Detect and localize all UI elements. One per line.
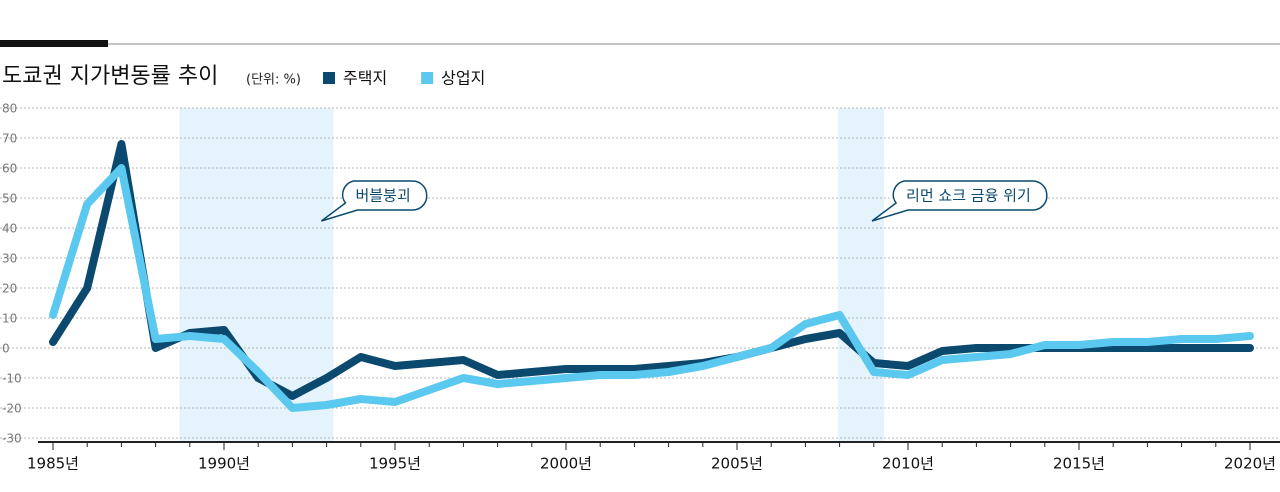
y-tick-label: 50 — [2, 192, 17, 206]
unit-label: (단위: %) — [246, 73, 301, 88]
callout-label: 버블붕괴 — [355, 187, 410, 205]
legend-label: 주택지 — [343, 69, 387, 88]
highlight-band — [837, 108, 885, 442]
x-tick-label: 2020년 — [1224, 455, 1276, 473]
x-tick-label: 2005년 — [711, 455, 763, 473]
callout-box — [320, 180, 428, 222]
x-tick-label: 2000년 — [540, 455, 592, 473]
y-tick-label: 80 — [2, 102, 17, 116]
x-tick-label: 1990년 — [198, 455, 250, 473]
highlight-band — [179, 108, 334, 442]
legend: 주택지 상업지 — [323, 69, 485, 88]
y-tick-label: 0 — [2, 342, 10, 356]
y-tick-label: 70 — [2, 132, 17, 146]
legend-swatch — [323, 72, 335, 84]
y-tick-label: -30 — [2, 432, 22, 446]
callout: 리먼 쇼크 금융 위기 — [871, 180, 1048, 222]
callout-box — [871, 180, 1048, 222]
y-tick-label: -20 — [2, 402, 22, 416]
y-tick-label: 30 — [2, 252, 17, 266]
y-tick-label: 60 — [2, 162, 17, 176]
y-tick-label: 20 — [2, 282, 17, 296]
x-tick-label: 2010년 — [882, 455, 934, 473]
x-tick-label: 2015년 — [1053, 455, 1105, 473]
y-tick-label: -10 — [2, 372, 22, 386]
x-tick-label: 1995년 — [369, 455, 421, 473]
legend-swatch — [421, 72, 434, 84]
chart-title: 도쿄권 지가변동률 추이 — [2, 64, 218, 89]
x-tick-label: 1985년 — [27, 455, 79, 473]
top-bar — [0, 40, 108, 47]
plot: -30 -20 -10 0 10 20 30 40 50 60 70 80 1985년 1990년 1995… — [0, 102, 1280, 473]
y-tick-label: 10 — [2, 312, 17, 326]
y-tick-label: 40 — [2, 222, 17, 236]
callout: 버블붕괴 — [320, 180, 428, 222]
legend-label: 상업지 — [441, 69, 485, 88]
series-line — [49, 164, 1254, 412]
callout-label: 리먼 쇼크 금융 위기 — [906, 187, 1031, 205]
